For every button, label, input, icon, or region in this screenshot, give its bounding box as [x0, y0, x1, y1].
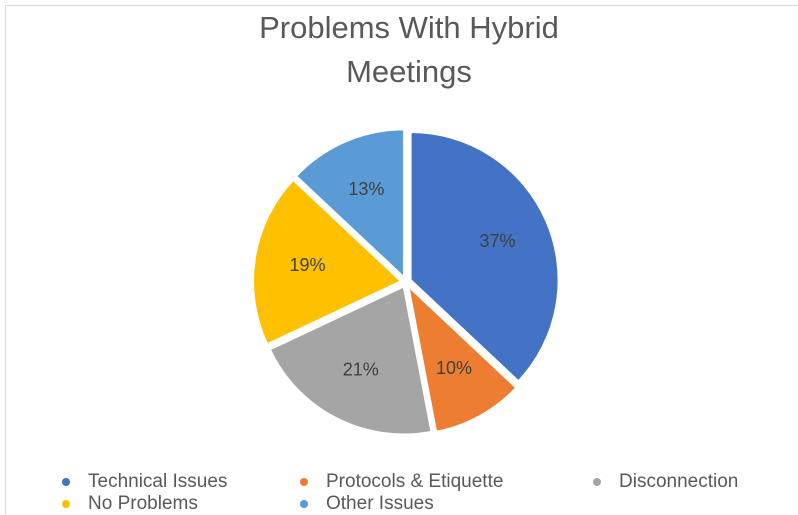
legend-marker: [300, 500, 308, 508]
legend-label: Technical Issues: [88, 471, 227, 492]
pie-slice: [252, 178, 403, 346]
data-label: 19%: [289, 255, 325, 275]
data-label: 37%: [480, 231, 516, 251]
legend-marker: [62, 500, 70, 508]
pie-slice: [294, 128, 406, 280]
legend-label: Other Issues: [326, 493, 434, 514]
legend-marker: [62, 478, 70, 486]
pie-slice: [268, 285, 433, 436]
legend-label: Protocols & Etiquette: [326, 471, 503, 492]
legend-marker: [593, 478, 601, 486]
chart-border: [5, 5, 798, 515]
pie-slice: [409, 131, 560, 383]
data-label: 21%: [343, 360, 379, 380]
legend-marker: [300, 478, 308, 486]
chart-title: Problems With Hybrid Meetings: [259, 10, 559, 89]
data-label: 13%: [348, 179, 384, 199]
legend-label: Disconnection: [619, 471, 738, 492]
legend-label: No Problems: [88, 493, 198, 514]
pie-slice: [406, 283, 518, 433]
data-label: 10%: [436, 358, 472, 378]
